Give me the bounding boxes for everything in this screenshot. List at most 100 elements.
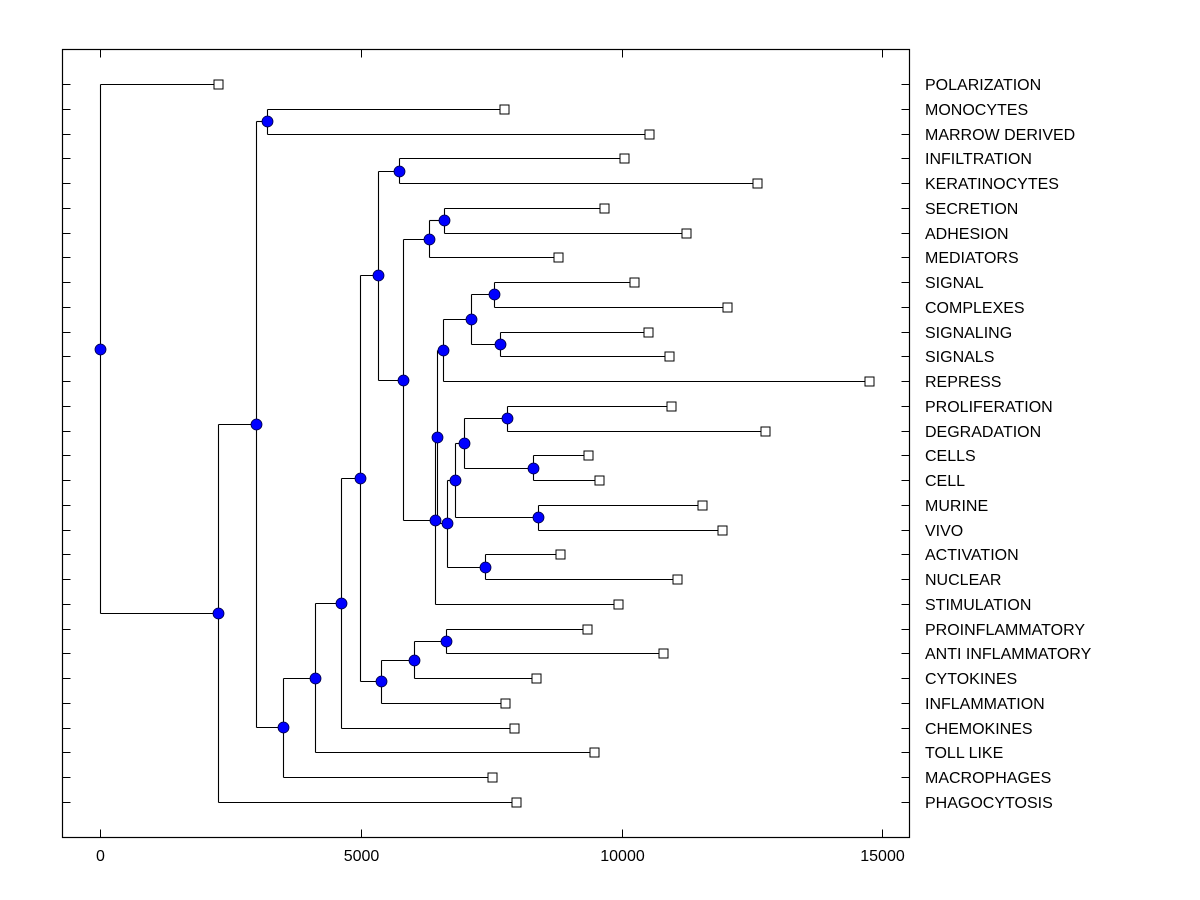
cluster-node [527, 462, 540, 475]
cluster-node [501, 412, 514, 425]
leaf-label: CYTOKINES [925, 671, 1017, 688]
y-axis-ticks [62, 84, 910, 803]
leaf-markers [213, 79, 875, 808]
cluster-node [494, 338, 507, 351]
x-tick-label: 15000 [860, 848, 905, 865]
leaf-marker [583, 450, 594, 461]
cluster-node [277, 721, 290, 734]
leaf-label: VIVO [925, 523, 963, 540]
leaf-marker [499, 104, 510, 115]
leaf-marker [697, 500, 708, 511]
cluster-node [458, 437, 471, 450]
leaf-label: KERATINOCYTES [925, 176, 1059, 193]
cluster-node [429, 514, 442, 527]
cluster-node [532, 511, 545, 524]
leaf-marker [509, 723, 520, 734]
leaf-marker [681, 228, 692, 239]
x-tick-label: 0 [96, 848, 105, 865]
leaf-label: INFILTRATION [925, 151, 1032, 168]
cluster-node [372, 269, 385, 282]
leaf-marker [629, 277, 640, 288]
node-markers [94, 115, 545, 734]
dendrogram-links [99, 83, 870, 804]
leaf-label: PHAGOCYTOSIS [925, 795, 1053, 812]
leaf-marker [644, 129, 655, 140]
x-tick-label: 10000 [600, 848, 645, 865]
cluster-node [465, 313, 478, 326]
cluster-node [488, 288, 501, 301]
leaf-label: MEDIATORS [925, 250, 1019, 267]
leaf-label: STIMULATION [925, 597, 1031, 614]
leaf-label: COMPLEXES [925, 300, 1025, 317]
leaf-label: ADHESION [925, 226, 1009, 243]
leaf-label: CELLS [925, 448, 976, 465]
leaf-marker [589, 747, 600, 758]
cluster-node [354, 472, 367, 485]
leaf-marker [500, 698, 511, 709]
cluster-node [94, 343, 107, 356]
cluster-node [408, 654, 421, 667]
leaf-marker [664, 351, 675, 362]
cluster-node [397, 374, 410, 387]
leaf-marker [511, 797, 522, 808]
leaf-marker [582, 624, 593, 635]
cluster-node [250, 418, 263, 431]
leaf-label: MACROPHAGES [925, 770, 1051, 787]
leaf-marker [594, 475, 605, 486]
leaf-marker [658, 648, 669, 659]
cluster-node [261, 115, 274, 128]
leaf-marker [619, 153, 630, 164]
leaf-label: CHEMOKINES [925, 721, 1033, 738]
cluster-node [438, 214, 451, 227]
leaf-label: ACTIVATION [925, 547, 1019, 564]
cluster-node [479, 561, 492, 574]
leaf-marker [531, 673, 542, 684]
cluster-node [431, 431, 444, 444]
cluster-node [437, 344, 450, 357]
cluster-node [212, 607, 225, 620]
leaf-label: MARROW DERIVED [925, 127, 1075, 144]
cluster-node [423, 233, 436, 246]
leaf-marker [599, 203, 610, 214]
leaf-marker [613, 599, 624, 610]
leaf-label: INFLAMMATION [925, 696, 1045, 713]
cluster-node [309, 672, 322, 685]
leaf-label: PROINFLAMMATORY [925, 622, 1085, 639]
cluster-node [449, 474, 462, 487]
leaf-label: MONOCYTES [925, 102, 1028, 119]
leaf-labels: POLARIZATION MONOCYTES MARROW DERIVED INFIL… [925, 77, 1092, 812]
leaf-marker [760, 426, 771, 437]
leaf-label: REPRESS [925, 374, 1001, 391]
leaf-marker [666, 401, 677, 412]
cluster-node [440, 635, 453, 648]
x-tick-label: 5000 [344, 848, 380, 865]
plot-frame [61, 48, 911, 839]
leaf-label: SIGNALS [925, 349, 994, 366]
leaf-marker [864, 376, 875, 387]
leaf-label: TOLL LIKE [925, 745, 1003, 762]
leaf-label: MURINE [925, 498, 988, 515]
leaf-label: DEGRADATION [925, 424, 1041, 441]
leaf-label: POLARIZATION [925, 77, 1041, 94]
leaf-marker [752, 178, 763, 189]
cluster-node [393, 165, 406, 178]
leaf-marker [672, 574, 683, 585]
leaf-label: CELL [925, 473, 965, 490]
leaf-marker [213, 79, 224, 90]
leaf-marker [722, 302, 733, 313]
cluster-node [375, 675, 388, 688]
leaf-marker [487, 772, 498, 783]
cluster-node [441, 517, 454, 530]
leaf-marker [643, 327, 654, 338]
leaf-label: ANTI INFLAMMATORY [925, 646, 1092, 663]
leaf-label: PROLIFERATION [925, 399, 1053, 416]
leaf-label: SIGNAL [925, 275, 984, 292]
leaf-label: SIGNALING [925, 325, 1012, 342]
leaf-marker [555, 549, 566, 560]
leaf-marker [717, 525, 728, 536]
leaf-label: SECRETION [925, 201, 1018, 218]
leaf-label: NUCLEAR [925, 572, 1001, 589]
leaf-marker [553, 252, 564, 263]
cluster-node [335, 597, 348, 610]
